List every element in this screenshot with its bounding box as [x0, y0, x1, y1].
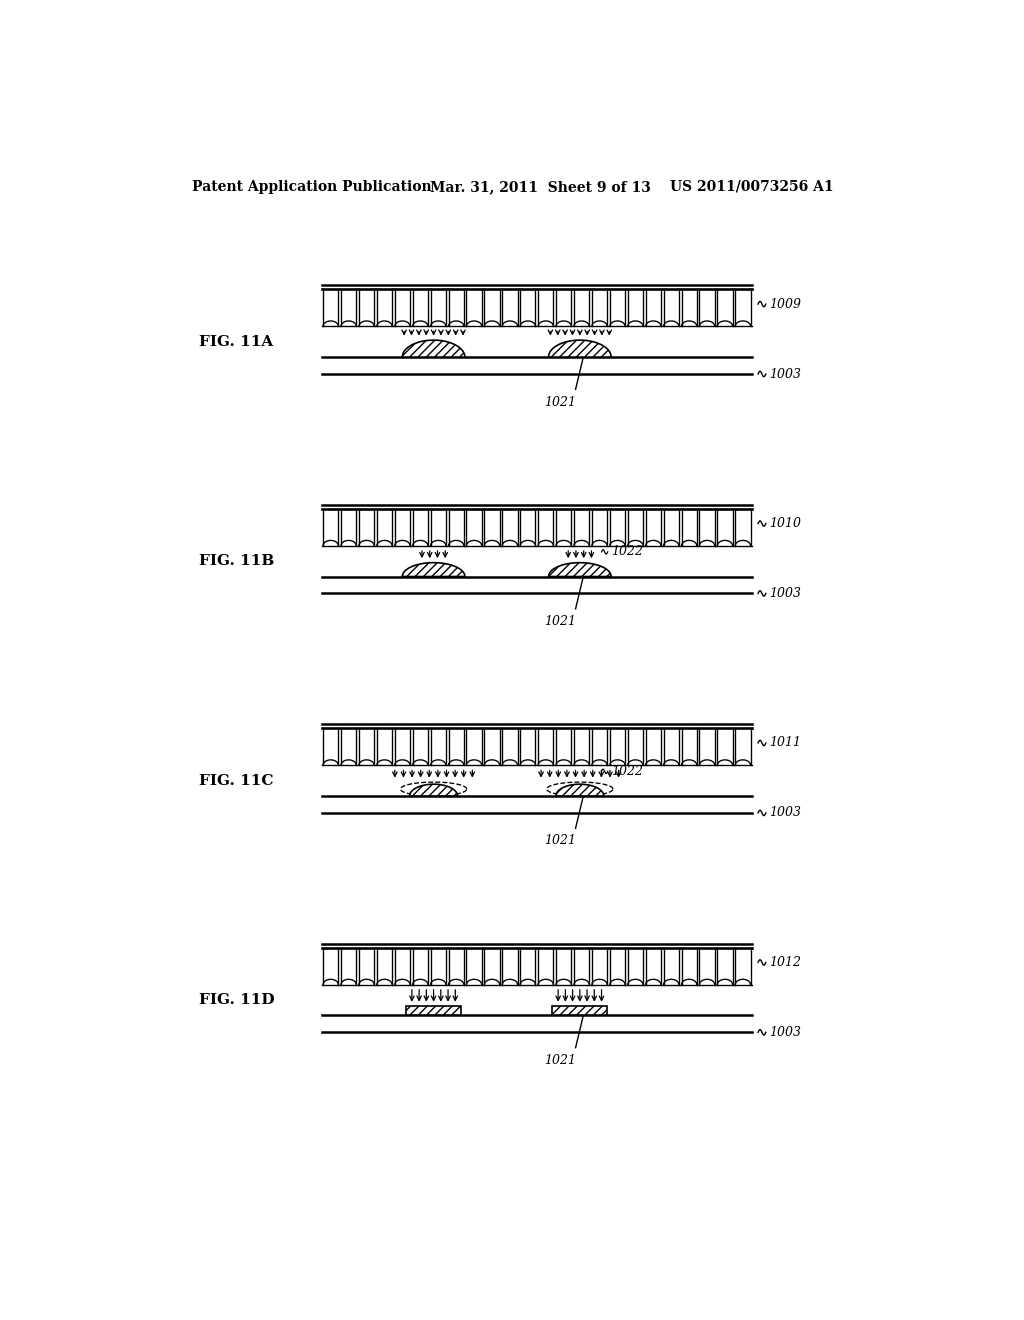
Text: FIG. 11C: FIG. 11C: [200, 774, 273, 788]
Text: FIG. 11B: FIG. 11B: [199, 554, 274, 568]
Text: FIG. 11A: FIG. 11A: [200, 335, 273, 348]
Polygon shape: [549, 562, 611, 577]
Polygon shape: [410, 784, 458, 796]
Text: 1010: 1010: [769, 517, 801, 531]
Text: US 2011/0073256 A1: US 2011/0073256 A1: [671, 180, 835, 194]
Polygon shape: [556, 784, 604, 796]
Text: 1003: 1003: [769, 367, 801, 380]
Polygon shape: [549, 341, 611, 358]
Polygon shape: [406, 1006, 461, 1015]
Polygon shape: [552, 1006, 607, 1015]
Text: 1021: 1021: [544, 615, 577, 628]
Text: FIG. 11D: FIG. 11D: [199, 993, 274, 1007]
Text: 1003: 1003: [769, 1026, 801, 1039]
Polygon shape: [402, 562, 465, 577]
Text: 1003: 1003: [769, 807, 801, 820]
Text: 1021: 1021: [544, 396, 577, 409]
Text: 1022: 1022: [611, 545, 643, 558]
Text: 1022: 1022: [611, 764, 643, 777]
Text: 1003: 1003: [769, 587, 801, 601]
Polygon shape: [402, 341, 465, 358]
Text: 1012: 1012: [769, 956, 801, 969]
Text: 1021: 1021: [544, 1053, 577, 1067]
Text: Mar. 31, 2011  Sheet 9 of 13: Mar. 31, 2011 Sheet 9 of 13: [430, 180, 651, 194]
Text: 1011: 1011: [769, 737, 801, 750]
Text: 1021: 1021: [544, 834, 577, 847]
Text: 1009: 1009: [769, 297, 801, 310]
Text: Patent Application Publication: Patent Application Publication: [191, 180, 431, 194]
